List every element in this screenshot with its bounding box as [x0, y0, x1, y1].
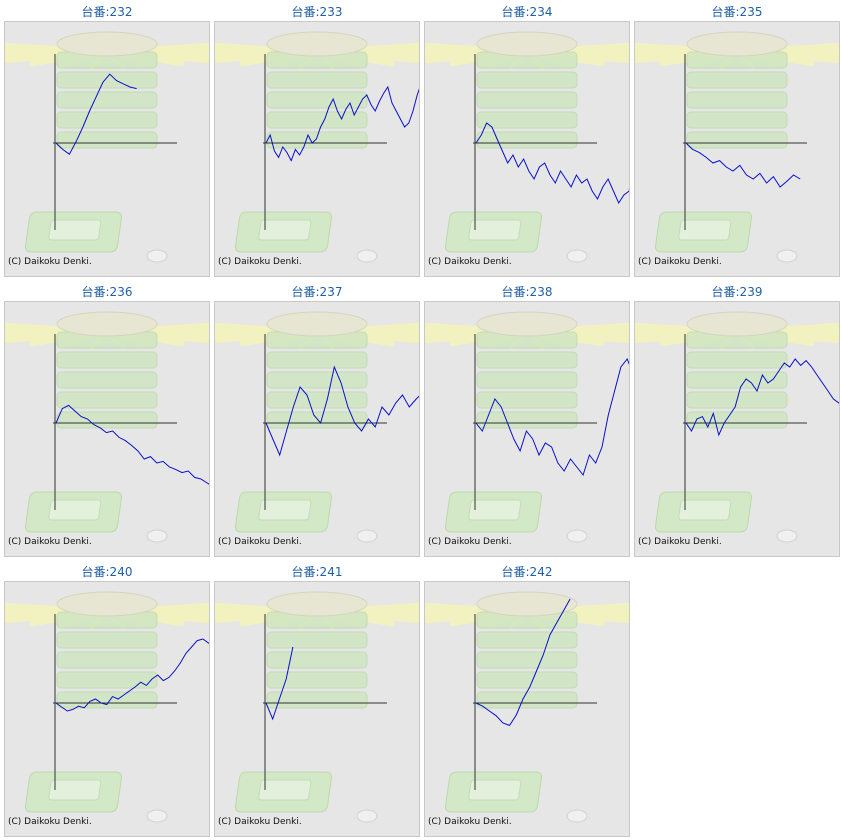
copyright-text: (C) Daikoku Denki. [638, 537, 722, 547]
series-line [685, 142, 801, 188]
chart-svg [425, 591, 629, 823]
chart-cell: 台番:236 (C) Daikoku Denki. [4, 282, 210, 558]
background-decoration [425, 311, 629, 543]
chart-cell: 台番:240 (C) Daikoku Denki. [4, 562, 210, 838]
chart-panel: (C) Daikoku Denki. [634, 301, 840, 557]
chart-title[interactable]: 台番:233 [291, 5, 343, 19]
chart-title[interactable]: 台番:235 [711, 5, 763, 19]
chart-svg [635, 31, 839, 263]
background-decoration [215, 311, 419, 543]
copyright-text: (C) Daikoku Denki. [638, 257, 722, 267]
background-decoration [425, 31, 629, 263]
chart-panel: (C) Daikoku Denki. [424, 21, 630, 277]
chart-svg [215, 311, 419, 543]
chart-svg [215, 591, 419, 823]
series-line [475, 122, 629, 205]
chart-cell: 台番:241 (C) Daikoku Denki. [214, 562, 420, 838]
chart-panel: (C) Daikoku Denki. [424, 301, 630, 557]
background-decoration [215, 591, 419, 823]
chart-title[interactable]: 台番:239 [711, 285, 763, 299]
chart-cell: 台番:239 (C) Daikoku Denki. [634, 282, 840, 558]
chart-svg [5, 591, 209, 823]
background-decoration [5, 31, 209, 263]
chart-title[interactable]: 台番:240 [81, 565, 133, 579]
chart-panel: (C) Daikoku Denki. [4, 21, 210, 277]
chart-cell: 台番:234 (C) Daikoku Denki. [424, 2, 630, 278]
chart-panel: (C) Daikoku Denki. [634, 21, 840, 277]
chart-panel: (C) Daikoku Denki. [4, 581, 210, 837]
series-line [55, 404, 209, 485]
series-line [265, 646, 294, 721]
chart-cell: 台番:237 (C) Daikoku Denki. [214, 282, 420, 558]
chart-cell: 台番:233 (C) Daikoku Denki. [214, 2, 420, 278]
chart-svg [5, 31, 209, 263]
copyright-text: (C) Daikoku Denki. [428, 537, 512, 547]
chart-title[interactable]: 台番:237 [291, 285, 343, 299]
copyright-text: (C) Daikoku Denki. [428, 817, 512, 827]
background-decoration [635, 311, 839, 543]
background-decoration [5, 591, 209, 823]
chart-panel: (C) Daikoku Denki. [424, 581, 630, 837]
series-line [265, 85, 419, 162]
chart-cell: 台番:232 (C) Daikoku Denki. [4, 2, 210, 278]
chart-title[interactable]: 台番:238 [501, 285, 553, 299]
chart-cell: 台番:242 (C) Daikoku Denki. [424, 562, 630, 838]
copyright-text: (C) Daikoku Denki. [218, 257, 302, 267]
chart-title[interactable]: 台番:241 [291, 565, 343, 579]
background-decoration [215, 31, 419, 263]
chart-svg [425, 31, 629, 263]
series-line [475, 358, 629, 477]
copyright-text: (C) Daikoku Denki. [8, 257, 92, 267]
copyright-text: (C) Daikoku Denki. [8, 817, 92, 827]
copyright-text: (C) Daikoku Denki. [218, 537, 302, 547]
chart-title[interactable]: 台番:236 [81, 285, 133, 299]
series-line [685, 358, 839, 437]
background-decoration [5, 311, 209, 543]
chart-svg [215, 31, 419, 263]
series-line [475, 598, 571, 727]
chart-panel: (C) Daikoku Denki. [4, 301, 210, 557]
chart-panel: (C) Daikoku Denki. [214, 581, 420, 837]
series-line [55, 638, 209, 712]
copyright-text: (C) Daikoku Denki. [218, 817, 302, 827]
chart-title[interactable]: 台番:232 [81, 5, 133, 19]
copyright-text: (C) Daikoku Denki. [428, 257, 512, 267]
chart-cell: 台番:235 (C) Daikoku Denki. [634, 2, 840, 278]
series-line [265, 365, 419, 457]
background-decoration [635, 31, 839, 263]
chart-title[interactable]: 台番:242 [501, 565, 553, 579]
background-decoration [425, 591, 629, 823]
copyright-text: (C) Daikoku Denki. [8, 537, 92, 547]
chart-panel: (C) Daikoku Denki. [214, 301, 420, 557]
chart-svg [635, 311, 839, 543]
chart-svg [425, 311, 629, 543]
chart-panel: (C) Daikoku Denki. [214, 21, 420, 277]
chart-svg [5, 311, 209, 543]
chart-title[interactable]: 台番:234 [501, 5, 553, 19]
series-line [55, 73, 137, 155]
chart-cell: 台番:238 (C) Daikoku Denki. [424, 282, 630, 558]
